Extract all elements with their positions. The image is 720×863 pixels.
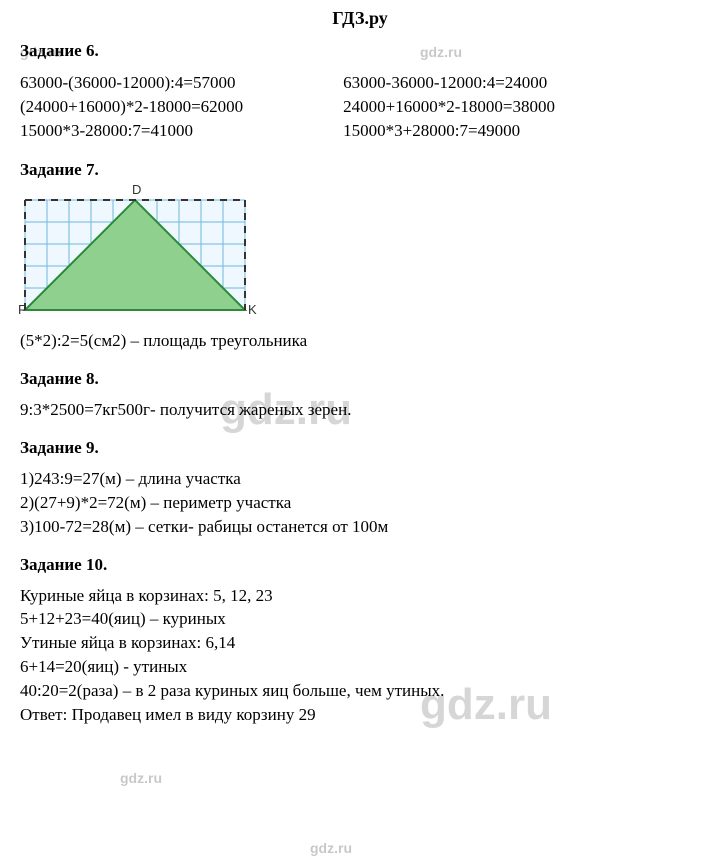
task10-line: 40:20=2(раза) – в 2 раза куриных яиц бол…: [20, 680, 700, 703]
task10-title: Задание 10.: [20, 555, 700, 575]
task10-line: Ответ: Продавец имел в виду корзину 29: [20, 704, 700, 727]
watermark-small: gdz.ru: [120, 770, 162, 786]
vertex-d-label: D: [132, 182, 141, 197]
task6-right-line: 24000+16000*2-18000=38000: [343, 96, 555, 119]
task6-left: 63000-(36000-12000):4=57000 (24000+16000…: [20, 71, 243, 144]
task6-left-line: 15000*3-28000:7=41000: [20, 120, 243, 143]
task7-caption: (5*2):2=5(см2) – площадь треугольника: [20, 330, 700, 353]
task6-right-line: 63000-36000-12000:4=24000: [343, 72, 555, 95]
page-content: ГДЗ.ру Задание 6. 63000-(36000-12000):4=…: [0, 0, 720, 748]
task6-left-line: (24000+16000)*2-18000=62000: [20, 96, 243, 119]
triangle-svg: [20, 190, 250, 320]
task6-left-line: 63000-(36000-12000):4=57000: [20, 72, 243, 95]
vertex-k-label: K: [248, 302, 257, 317]
watermark-small: gdz.ru: [310, 840, 352, 856]
task9-line: 2)(27+9)*2=72(м) – периметр участка: [20, 492, 700, 515]
task8-title: Задание 8.: [20, 369, 700, 389]
vertex-f-label: F: [18, 302, 26, 317]
task10-line: Куриные яйца в корзинах: 5, 12, 23: [20, 585, 700, 608]
task9-line: 3)100-72=28(м) – сетки- рабицы останется…: [20, 516, 700, 539]
task6-body: 63000-(36000-12000):4=57000 (24000+16000…: [20, 71, 700, 144]
task6-right-line: 15000*3+28000:7=49000: [343, 120, 555, 143]
task6-title: Задание 6.: [20, 41, 700, 61]
page-header: ГДЗ.ру: [20, 8, 700, 29]
task10-body: Куриные яйца в корзинах: 5, 12, 23 5+12+…: [20, 585, 700, 728]
task7-title: Задание 7.: [20, 160, 700, 180]
task10-line: Утиные яйца в корзинах: 6,14: [20, 632, 700, 655]
task9-title: Задание 9.: [20, 438, 700, 458]
task9-line: 1)243:9=27(м) – длина участка: [20, 468, 700, 491]
task10-line: 6+14=20(яиц) - утиных: [20, 656, 700, 679]
task6-right: 63000-36000-12000:4=24000 24000+16000*2-…: [343, 71, 555, 144]
task8-line: 9:3*2500=7кг500г- получится жареных зере…: [20, 399, 700, 422]
task7-figure: D F K: [20, 190, 250, 320]
task9-body: 1)243:9=27(м) – длина участка 2)(27+9)*2…: [20, 468, 700, 539]
task10-line: 5+12+23=40(яиц) – куриных: [20, 608, 700, 631]
